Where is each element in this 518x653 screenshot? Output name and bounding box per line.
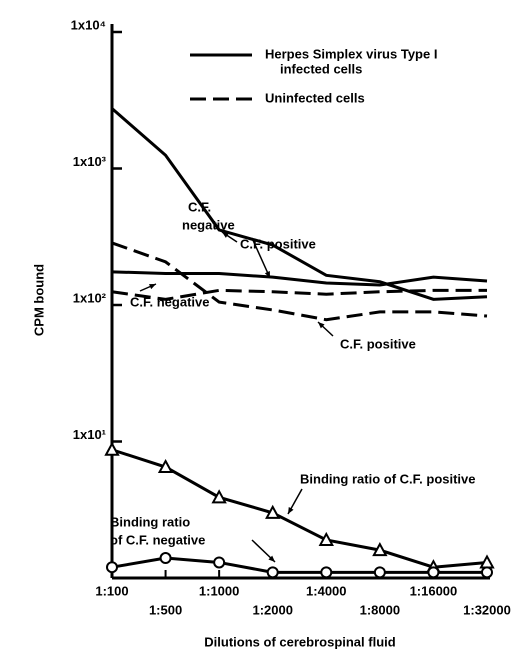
arrow-head (264, 271, 270, 278)
series-line (111, 448, 488, 569)
series-line (111, 107, 488, 301)
y-tick-label: 1x10³ (73, 154, 107, 169)
marker (372, 542, 388, 557)
x-tick-label: 1:500 (149, 602, 182, 617)
y-tick-label: 1x10⁴ (71, 17, 106, 32)
marker (266, 566, 279, 579)
marker (104, 441, 120, 456)
annotation: C.F. negative (130, 294, 209, 309)
x-tick-label: 1:4000 (306, 583, 346, 598)
annotation: C.F. positive (240, 236, 316, 251)
y-tick-label: 1x10² (73, 290, 107, 305)
annotation: Binding ratio of C.F. positive (300, 471, 476, 486)
marker (318, 531, 334, 546)
marker (211, 489, 227, 504)
legend-label: Uninfected cells (265, 90, 365, 105)
series-line (111, 241, 488, 322)
y-axis-label: CPM bound (31, 264, 46, 336)
x-tick-label: 1:16000 (410, 583, 458, 598)
x-axis-label: Dilutions of cerebrospinal fluid (204, 634, 395, 649)
y-tick-label: 1x10¹ (73, 427, 106, 442)
series-line (111, 288, 487, 301)
arrow-head (268, 555, 275, 562)
marker (159, 552, 172, 565)
x-tick-label: 1:2000 (252, 602, 292, 617)
annotation: Binding ratio (110, 514, 190, 529)
series-line (111, 270, 488, 287)
annotation-arrow (251, 237, 271, 279)
legend-label: Herpes Simplex virus Type I (265, 46, 437, 61)
x-tick-label: 1:100 (95, 583, 128, 598)
arrow-head (222, 232, 229, 238)
marker (320, 566, 333, 579)
marker (265, 504, 281, 519)
annotation: C.F. positive (340, 336, 416, 351)
x-tick-label: 1:8000 (360, 602, 400, 617)
marker (373, 566, 386, 579)
annotation: of C.F. negative (110, 532, 205, 547)
annotation: negative (182, 217, 235, 232)
arrow-head (318, 322, 325, 329)
marker (481, 566, 493, 579)
arrow-head (288, 507, 294, 514)
marker (427, 566, 440, 579)
series-line (111, 556, 487, 574)
x-tick-label: 1:1000 (199, 583, 239, 598)
annotation: C.F. (188, 199, 211, 214)
marker (106, 561, 118, 574)
x-tick-label: 1:32000 (463, 602, 511, 617)
arrow-head (149, 284, 156, 290)
legend-label: infected cells (280, 61, 362, 76)
marker (157, 458, 174, 474)
marker (213, 556, 226, 569)
